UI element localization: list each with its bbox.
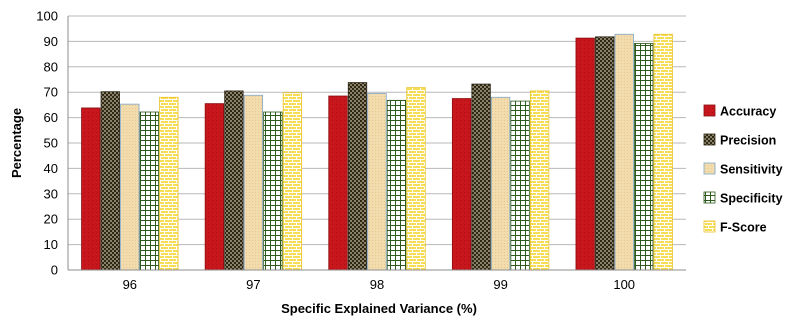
y-tick-label: 70 — [44, 85, 58, 100]
legend-swatch — [703, 220, 716, 233]
bar-precision-98 — [347, 82, 368, 271]
x-tick-label: 96 — [123, 277, 137, 292]
bar-specificity-98 — [386, 99, 407, 271]
y-tick-label: 80 — [44, 59, 58, 74]
bar-f-score-96 — [159, 96, 179, 271]
legend-swatch — [703, 104, 716, 117]
bar-sensitivity-99 — [490, 96, 511, 271]
x-tick-label: 100 — [613, 277, 635, 292]
bar-specificity-99 — [510, 100, 530, 271]
bar-precision-96 — [100, 91, 120, 271]
bar-precision-99 — [471, 83, 491, 271]
x-axis-title: Specific Explained Variance (%) — [281, 301, 477, 316]
y-tick-label: 100 — [36, 9, 58, 24]
y-tick-label: 50 — [44, 136, 58, 151]
bar-specificity-96 — [139, 111, 159, 271]
bar-accuracy-99 — [451, 98, 472, 271]
bar-f-score-99 — [529, 90, 550, 271]
legend-label: Specificity — [720, 192, 783, 206]
legend-swatch — [703, 191, 716, 204]
bar-specificity-97 — [263, 111, 283, 271]
bars — [81, 33, 673, 271]
bar-sensitivity-98 — [367, 93, 387, 271]
axes: 0 10 20 30 40 50 60 70 80 90 100 96 97 98 99 100 Specifi… — [9, 9, 686, 316]
y-tick-label: 0 — [51, 263, 58, 278]
legend-swatch — [703, 133, 716, 146]
y-axis-title: Percentage — [9, 108, 24, 178]
bar-sensitivity-97 — [243, 94, 264, 271]
y-tick-label: 90 — [44, 34, 58, 49]
bar-precision-97 — [224, 90, 244, 271]
y-tick-label: 10 — [44, 237, 58, 252]
legend-label: Sensitivity — [720, 163, 783, 177]
bar-sensitivity-96 — [120, 103, 140, 271]
legend-swatch — [703, 162, 716, 175]
legend: Accuracy Precision Sensitivity Specificity F… — [703, 104, 783, 235]
x-tick-label: 98 — [370, 277, 384, 292]
bar-accuracy-98 — [328, 95, 348, 271]
x-tick-label: 97 — [246, 277, 260, 292]
y-tick-label: 60 — [44, 110, 58, 125]
legend-label: F-Score — [720, 221, 767, 235]
bar-sensitivity-100 — [614, 33, 634, 271]
bar-f-score-100 — [653, 33, 673, 271]
bar-f-score-97 — [282, 92, 303, 271]
bar-accuracy-97 — [204, 103, 225, 271]
y-tick-label: 30 — [44, 186, 58, 201]
bar-accuracy-100 — [575, 37, 595, 271]
bar-f-score-98 — [406, 87, 426, 271]
y-tick-label: 20 — [44, 212, 58, 227]
bar-precision-100 — [595, 36, 615, 271]
bar-specificity-100 — [634, 43, 654, 271]
legend-label: Precision — [720, 134, 776, 148]
bar-accuracy-96 — [81, 107, 101, 271]
y-tick-label: 40 — [44, 161, 58, 176]
x-tick-label: 99 — [493, 277, 507, 292]
legend-label: Accuracy — [720, 105, 776, 119]
